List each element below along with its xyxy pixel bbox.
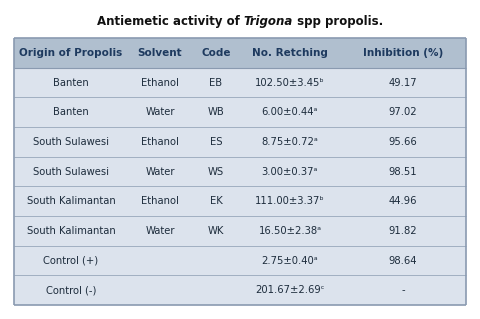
Text: 98.51: 98.51 xyxy=(389,167,417,176)
Text: Water: Water xyxy=(145,226,175,236)
Bar xyxy=(14,127,466,157)
Text: Control (+): Control (+) xyxy=(43,256,98,265)
Text: 102.50±3.45ᵇ: 102.50±3.45ᵇ xyxy=(255,78,325,87)
Bar xyxy=(14,68,466,97)
Text: ES: ES xyxy=(210,137,222,147)
Text: 201.67±2.69ᶜ: 201.67±2.69ᶜ xyxy=(255,285,325,295)
Text: 6.00±0.44ᵃ: 6.00±0.44ᵃ xyxy=(262,107,318,117)
Text: South Sulawesi: South Sulawesi xyxy=(33,137,109,147)
Text: EB: EB xyxy=(209,78,223,87)
Text: 98.64: 98.64 xyxy=(389,256,417,265)
Text: EK: EK xyxy=(210,196,222,206)
Bar xyxy=(14,246,466,275)
Text: South Kalimantan: South Kalimantan xyxy=(26,196,115,206)
Text: WS: WS xyxy=(208,167,224,176)
Text: No. Retching: No. Retching xyxy=(252,48,328,58)
Text: Water: Water xyxy=(145,107,175,117)
Bar xyxy=(14,186,466,216)
Text: Ethanol: Ethanol xyxy=(141,196,179,206)
Text: 111.00±3.37ᵇ: 111.00±3.37ᵇ xyxy=(255,196,325,206)
Bar xyxy=(14,157,466,186)
Text: Banten: Banten xyxy=(53,107,89,117)
Text: -: - xyxy=(401,285,405,295)
Text: WK: WK xyxy=(208,226,224,236)
Text: WB: WB xyxy=(208,107,224,117)
Text: 16.50±2.38ᵃ: 16.50±2.38ᵃ xyxy=(258,226,322,236)
Text: 3.00±0.37ᵃ: 3.00±0.37ᵃ xyxy=(262,167,318,176)
Bar xyxy=(14,216,466,246)
Text: South Sulawesi: South Sulawesi xyxy=(33,167,109,176)
Text: Trigona: Trigona xyxy=(244,16,293,28)
Bar xyxy=(14,275,466,305)
Text: Ethanol: Ethanol xyxy=(141,78,179,87)
Text: 95.66: 95.66 xyxy=(389,137,418,147)
Text: 44.96: 44.96 xyxy=(389,196,417,206)
Text: Banten: Banten xyxy=(53,78,89,87)
Text: 97.02: 97.02 xyxy=(389,107,417,117)
Bar xyxy=(14,38,466,68)
Bar xyxy=(14,97,466,127)
Text: spp propolis.: spp propolis. xyxy=(293,16,383,28)
Text: 49.17: 49.17 xyxy=(389,78,417,87)
Text: Inhibition (%): Inhibition (%) xyxy=(363,48,443,58)
Text: Ethanol: Ethanol xyxy=(141,137,179,147)
Text: 91.82: 91.82 xyxy=(389,226,417,236)
Text: Code: Code xyxy=(201,48,231,58)
Text: 8.75±0.72ᵃ: 8.75±0.72ᵃ xyxy=(262,137,318,147)
Text: South Kalimantan: South Kalimantan xyxy=(26,226,115,236)
Text: 2.75±0.40ᵃ: 2.75±0.40ᵃ xyxy=(262,256,318,265)
Text: Origin of Propolis: Origin of Propolis xyxy=(19,48,122,58)
Text: Water: Water xyxy=(145,167,175,176)
Text: Solvent: Solvent xyxy=(138,48,182,58)
Text: Antiemetic activity of: Antiemetic activity of xyxy=(97,16,244,28)
Text: Control (-): Control (-) xyxy=(46,285,96,295)
